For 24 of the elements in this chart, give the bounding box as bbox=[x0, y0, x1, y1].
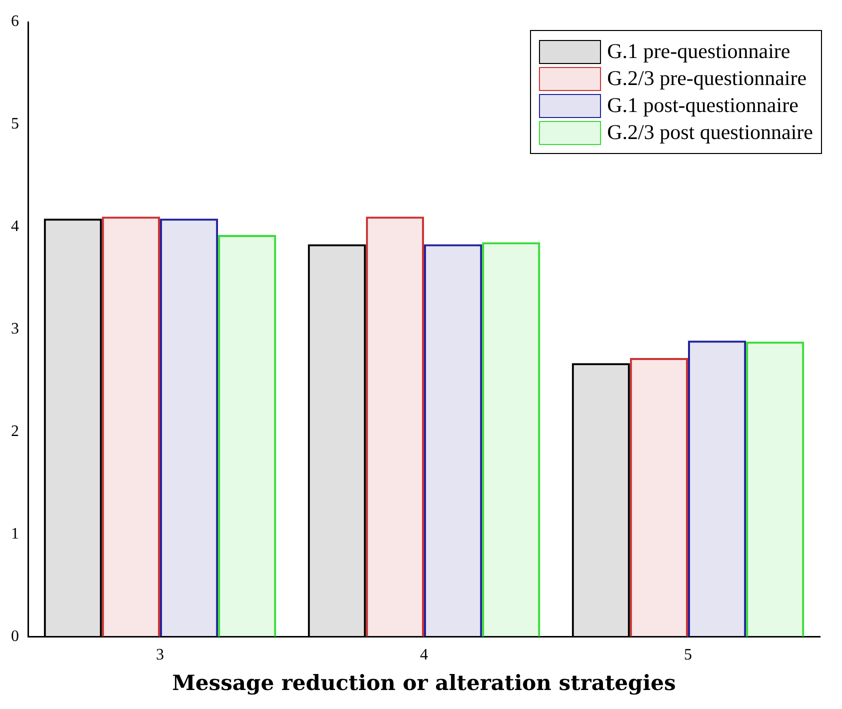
y-tick-label: 4 bbox=[11, 218, 19, 236]
bar bbox=[482, 242, 540, 637]
bar bbox=[688, 340, 746, 637]
bar bbox=[218, 235, 276, 637]
bar bbox=[630, 358, 688, 637]
legend-label: G.1 post-questionnaire bbox=[607, 93, 798, 118]
y-tick-label: 6 bbox=[11, 13, 19, 30]
y-tick-label: 3 bbox=[11, 320, 19, 338]
bar bbox=[366, 216, 424, 637]
bar bbox=[746, 342, 804, 637]
x-tick-label: 4 bbox=[420, 646, 428, 664]
y-tick-label: 2 bbox=[11, 422, 19, 440]
legend-label: G.2/3 post questionnaire bbox=[607, 120, 813, 145]
legend-label: G.1 pre-questionnaire bbox=[607, 39, 790, 64]
y-tick-label: 0 bbox=[11, 628, 19, 645]
x-tick-label: 3 bbox=[156, 646, 164, 664]
y-tick-label: 5 bbox=[11, 116, 19, 133]
bar bbox=[424, 244, 482, 637]
bar bbox=[160, 218, 218, 637]
y-tick-label: 1 bbox=[11, 525, 19, 542]
x-axis-title: Message reduction or alteration strategies bbox=[172, 670, 676, 695]
x-tick-label: 5 bbox=[684, 646, 692, 664]
bar bbox=[102, 216, 160, 637]
legend-label: G.2/3 pre-questionnaire bbox=[607, 66, 807, 91]
